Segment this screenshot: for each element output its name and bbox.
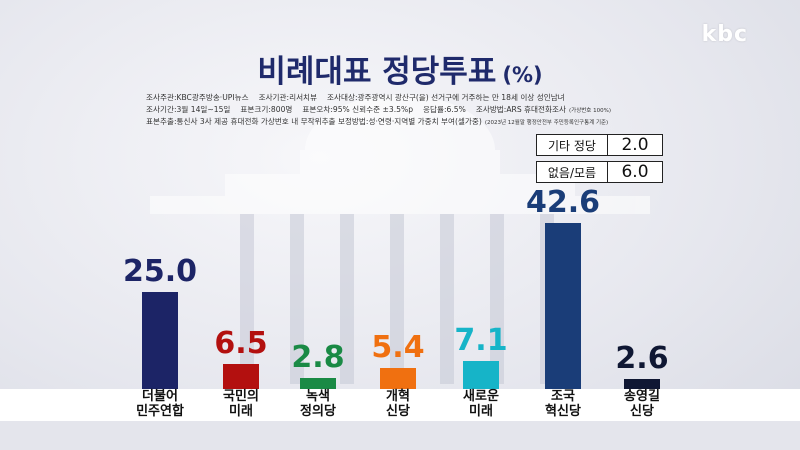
chart-title: 비례대표 정당투표 (%) (0, 46, 800, 91)
other-party-box: 기타 정당 2.0 (536, 134, 663, 156)
category-label-1: 더불어 민주연합 (136, 389, 184, 419)
bottom-strip (0, 421, 800, 450)
kbc-logo: kbc (701, 22, 748, 47)
category-label-4: 개혁 신당 (386, 389, 410, 419)
bar-3 (300, 378, 336, 389)
category-label-6: 조국 혁신당 (545, 389, 581, 419)
other-party-label: 기타 정당 (536, 134, 608, 156)
none-unknown-box: 없음/모름 6.0 (536, 161, 663, 183)
value-label-5: 7.1 (454, 323, 508, 359)
survey-info-line-1: 조사주관:KBC광주방송·UPI뉴스 조사기관:리서치뷰 조사대상:광주광역시 광산… (146, 93, 565, 102)
value-label-3: 2.8 (291, 340, 345, 376)
category-label-7: 송영길 신당 (624, 389, 660, 419)
survey-info-line-2: 조사기간:3월 14일~15일 표본크기:800명 표본오차:95% 신뢰수준 ±3… (146, 105, 611, 114)
title-text: 비례대표 정당투표 (257, 54, 497, 90)
bar-6 (545, 223, 581, 389)
title-unit: (%) (502, 63, 543, 87)
bar-2 (223, 363, 259, 389)
bar-1 (142, 291, 178, 389)
value-label-4: 5.4 (371, 329, 425, 365)
category-label-5: 새로운 미래 (463, 389, 499, 419)
none-unknown-value: 6.0 (608, 161, 663, 183)
value-label-1: 25.0 (122, 253, 198, 289)
survey-info-line-3: 표본추출:통신사 3사 제공 휴대전화 가상번호 내 무작위추출 보정방법:성·… (146, 117, 609, 126)
bar-7 (624, 378, 660, 389)
category-label-strip (0, 389, 800, 421)
bar-5 (463, 361, 499, 389)
bar-4 (380, 367, 416, 389)
category-label-2: 국민의 미래 (223, 389, 259, 419)
value-label-6: 42.6 (525, 185, 601, 220)
value-label-2: 6.5 (214, 325, 268, 361)
value-label-7: 2.6 (615, 340, 669, 376)
other-party-value: 2.0 (608, 134, 663, 156)
none-unknown-label: 없음/모름 (536, 161, 608, 183)
category-label-3: 녹색 정의당 (300, 389, 336, 419)
